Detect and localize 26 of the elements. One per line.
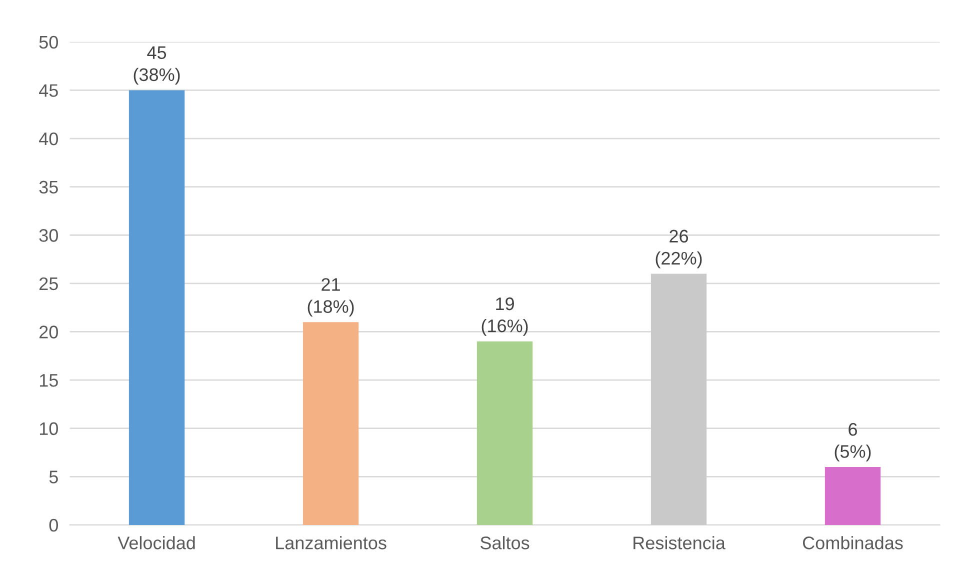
y-tick-label: 45 xyxy=(39,84,58,97)
x-tick-label: Lanzamientos xyxy=(276,536,386,550)
data-label: 19 (16%) xyxy=(482,297,528,336)
y-tick-label: 20 xyxy=(40,326,58,338)
x-tick-label: Velocidad xyxy=(118,536,195,550)
y-tick-label: 15 xyxy=(40,374,58,387)
data-label: 21 (18%) xyxy=(308,278,354,317)
y-tick-label: 10 xyxy=(40,422,58,436)
bar xyxy=(824,466,881,525)
y-tick-label: 25 xyxy=(40,277,58,290)
y-tick-label: 40 xyxy=(39,132,58,146)
data-label: 6 (5%) xyxy=(834,423,871,462)
bar xyxy=(302,322,359,525)
bar xyxy=(128,90,185,525)
bar xyxy=(476,341,533,525)
data-label: 26 (22%) xyxy=(656,230,702,268)
y-tick-label: 5 xyxy=(49,470,58,484)
y-tick-label: 35 xyxy=(39,180,58,194)
x-tick-label: Combinadas xyxy=(802,536,903,550)
y-tick-label: 30 xyxy=(39,229,58,242)
x-tick-label: Resistencia xyxy=(634,536,726,550)
x-tick-label: Saltos xyxy=(480,536,530,550)
y-tick-label: 0 xyxy=(49,518,58,532)
bar xyxy=(650,274,707,525)
y-tick-label: 50 xyxy=(39,36,58,49)
data-label: 45 (38%) xyxy=(134,46,180,85)
